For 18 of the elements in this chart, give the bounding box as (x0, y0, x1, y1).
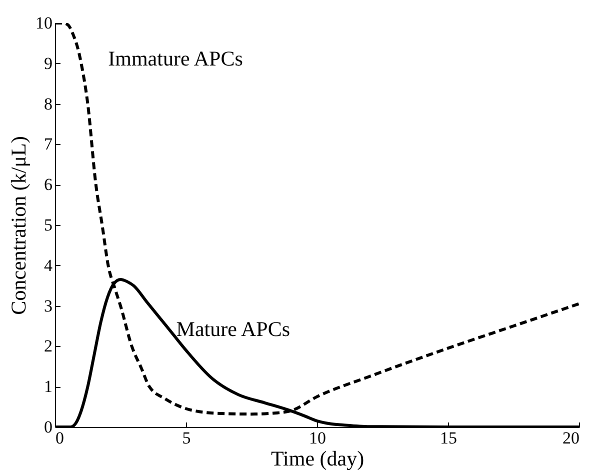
x-tick-label: 5 (182, 428, 191, 448)
y-tick-label: 6 (44, 175, 52, 194)
x-tick-label: 20 (562, 428, 580, 448)
y-tick-label: 3 (44, 296, 52, 316)
x-tick-label: 15 (440, 428, 457, 448)
y-tick-label: 5 (44, 216, 52, 234)
y-tick-label: 9 (44, 54, 52, 73)
y-tick-label: 4 (44, 256, 53, 275)
y-tick-label: 10 (36, 14, 52, 32)
y-tick-label: 2 (44, 336, 52, 356)
annotation: Immature APCs (108, 46, 243, 70)
y-tick-label: 1 (44, 377, 52, 396)
x-tick-label: 10 (309, 428, 326, 448)
y-axis-title: Concentration (k/μL) (6, 136, 30, 315)
y-tick-label: 8 (44, 94, 52, 114)
y-tick-label: 7 (44, 134, 53, 154)
x-axis-title: Time (day) (270, 446, 364, 470)
annotation: Mature APCs (176, 317, 290, 342)
